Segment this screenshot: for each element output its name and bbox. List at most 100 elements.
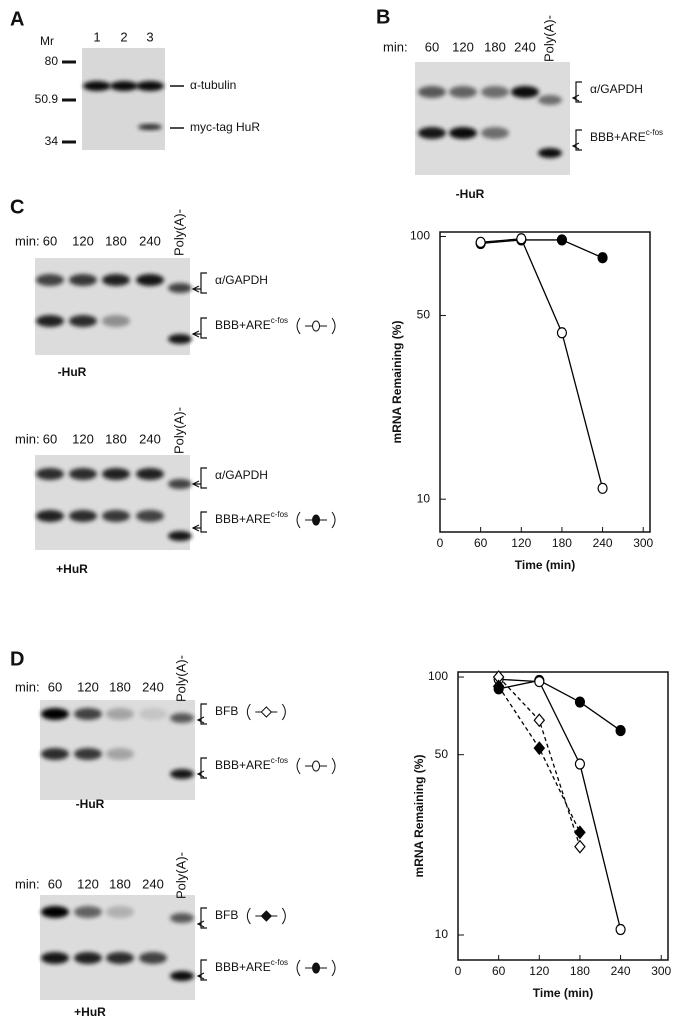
band-label: BBB+AREc-fos [590, 128, 663, 144]
lane-label: Poly(A)- [171, 407, 186, 454]
y-tick-label: 10 [435, 927, 449, 941]
gel [82, 48, 165, 150]
band-text: α/GAPDH [215, 273, 268, 287]
min-label: min: [15, 431, 40, 446]
x-axis-title: Time (min) [533, 986, 593, 1000]
gel-band [138, 124, 162, 130]
x-axis-title: Time (min) [515, 558, 575, 572]
data-point [534, 676, 545, 688]
data-point [492, 679, 505, 694]
band-superscript: c-fos [271, 510, 288, 519]
marker-label: 34 [45, 134, 59, 148]
data-point [556, 327, 568, 339]
series-line [498, 678, 622, 930]
lane-label: 120 [452, 39, 474, 54]
gel-band [69, 315, 97, 327]
symbol-paren [296, 959, 301, 977]
band-label: BBB+AREc-fos [215, 756, 288, 772]
y-tick-label: 100 [428, 669, 448, 683]
series-line [498, 686, 581, 833]
band-bracket [200, 467, 207, 489]
symbol-marker [312, 514, 321, 526]
lane-label: 120 [77, 679, 99, 694]
y-axis-title: mRNA Remaining (%) [390, 321, 404, 444]
lane-label: 2 [120, 29, 127, 44]
gel-band [418, 127, 446, 139]
lane-label: 3 [146, 29, 153, 44]
symbol-paren [331, 317, 336, 335]
band-bracket [200, 907, 207, 929]
gel-band [83, 81, 111, 91]
symbol-paren [331, 757, 336, 775]
x-tick-label: 120 [511, 536, 531, 550]
gel-band [170, 913, 194, 923]
band-label: BBB+AREc-fos [215, 316, 288, 332]
panel-label: D [10, 648, 24, 670]
lane-label: 60 [425, 39, 439, 54]
gel-band [418, 86, 446, 98]
band-arrow [571, 94, 580, 102]
condition-label: +HuR [56, 562, 88, 576]
gel-band [168, 283, 192, 293]
y-tick-label: 10 [417, 491, 431, 505]
symbol-paren [331, 511, 336, 529]
plot-frame [457, 671, 669, 961]
x-tick-label: 60 [492, 964, 506, 978]
gel-band [69, 468, 97, 480]
gel-band [136, 274, 164, 286]
x-tick-label: 180 [570, 964, 590, 978]
band-bracket [200, 511, 207, 533]
series-line [498, 676, 581, 847]
panel-label: B [376, 6, 390, 28]
gel-band [36, 510, 64, 522]
band-text: BBB+ARE [215, 758, 271, 772]
min-label: min: [383, 39, 408, 54]
band-arrow [196, 920, 205, 928]
y-tick-label: 100 [410, 229, 430, 243]
lane-label: 240 [139, 431, 161, 446]
band-text: α/GAPDH [590, 82, 643, 96]
band-arrow [191, 285, 201, 293]
gel-band [41, 748, 69, 760]
condition-label: -HuR [58, 365, 87, 379]
x-tick-label: 180 [552, 536, 572, 550]
band-text: BBB+ARE [215, 318, 271, 332]
band-arrow [196, 716, 205, 724]
symbol-paren [246, 703, 251, 721]
lane-label: 240 [139, 233, 161, 248]
series-line [498, 679, 621, 732]
mr-label: Mr [40, 34, 54, 48]
x-tick-label: 240 [611, 964, 631, 978]
band-bracket [200, 317, 207, 339]
gel-band [168, 334, 192, 344]
band-text: BBB+ARE [215, 512, 271, 526]
condition-label: +HuR [74, 1005, 106, 1019]
gel-band [74, 748, 102, 760]
band-bracket [200, 757, 207, 779]
lane-label: 240 [514, 39, 536, 54]
band-text: BBB+ARE [590, 130, 646, 144]
gel-band [41, 906, 69, 918]
series-line [480, 238, 604, 489]
lane-label: 120 [77, 876, 99, 891]
gel-band [168, 479, 192, 489]
lane-label: 120 [72, 431, 94, 446]
x-tick-label: 120 [529, 964, 549, 978]
lane-label: 240 [142, 876, 164, 891]
gel-band [136, 468, 164, 480]
band-arrow [191, 524, 201, 532]
gel-band [102, 468, 130, 480]
gel-band [36, 274, 64, 286]
symbol-paren [281, 907, 286, 925]
x-tick-label: 0 [437, 536, 444, 550]
x-tick-label: 300 [633, 536, 653, 550]
band-label: α/GAPDH [215, 273, 268, 287]
series-line [480, 239, 603, 259]
gel-band [449, 86, 477, 98]
gel-band [69, 274, 97, 286]
gel-band [102, 315, 130, 327]
gel-band [538, 148, 562, 158]
symbol-marker [312, 962, 321, 974]
condition-label: -HuR [456, 187, 485, 201]
gel-band [106, 906, 134, 918]
